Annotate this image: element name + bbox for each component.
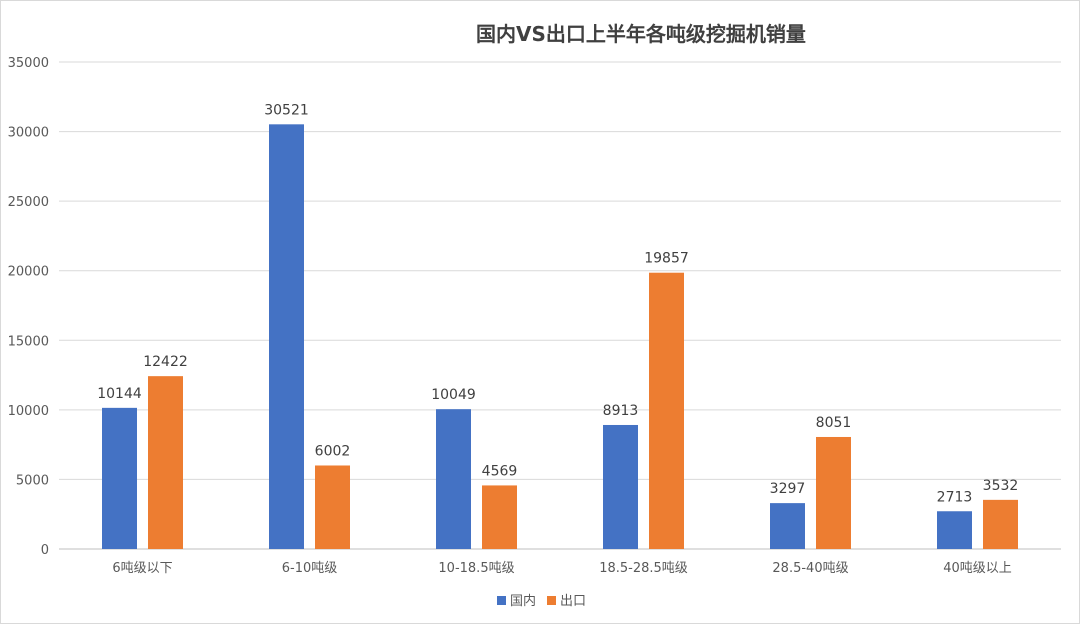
bar: [649, 272, 684, 549]
legend-item: 出口: [547, 594, 586, 609]
x-tick-label: 10-18.5吨级: [438, 561, 514, 576]
legend-item: 国内: [497, 593, 536, 609]
legend: 国内 出口: [497, 593, 586, 609]
data-label: 19857: [644, 251, 689, 267]
legend-swatch: [547, 596, 556, 605]
data-label: 2713: [937, 489, 973, 505]
bar: [937, 511, 972, 549]
bar: [315, 465, 350, 549]
x-tick-label: 6吨级以下: [112, 561, 172, 576]
data-label: 3532: [983, 478, 1019, 494]
y-tick-label: 10000: [8, 404, 49, 419]
data-label: 30521: [264, 102, 309, 118]
legend-swatch: [497, 596, 506, 605]
data-label: 10049: [431, 387, 476, 403]
bar: [482, 485, 517, 549]
bar: [770, 503, 805, 549]
data-label: 3297: [770, 481, 806, 497]
data-label: 4569: [482, 463, 518, 479]
data-label: 10144: [97, 386, 142, 402]
bar: [102, 407, 137, 549]
bar: [436, 409, 471, 549]
y-tick-label: 20000: [8, 265, 49, 280]
legend-label: 国内: [510, 593, 536, 609]
y-tick-label: 35000: [8, 56, 49, 71]
y-tick-label: 0: [41, 543, 49, 558]
bar: [269, 124, 304, 549]
legend-label: 出口: [560, 594, 586, 609]
x-tick-label: 40吨级以上: [943, 561, 1012, 576]
x-tick-label: 6-10吨级: [282, 561, 338, 576]
chart-title: 国内VS出口上半年各吨级挖掘机销量: [476, 22, 806, 46]
data-label: 6002: [315, 443, 351, 459]
bar: [148, 376, 183, 549]
x-axis: 6吨级以下 6-10吨级 10-18.5吨级 18.5-28.5吨级 28.5-40吨级…: [112, 561, 1011, 576]
x-tick-label: 28.5-40吨级: [772, 561, 848, 576]
gridlines: [59, 61, 1061, 550]
y-axis: 0 5000 10000 15000 20000 25000 30000 35000: [8, 56, 49, 558]
y-tick-label: 15000: [8, 334, 49, 349]
y-tick-label: 30000: [8, 126, 49, 141]
y-tick-label: 5000: [16, 473, 49, 488]
data-label: 8051: [816, 415, 852, 431]
y-tick-label: 25000: [8, 195, 49, 210]
bar: [816, 436, 851, 549]
x-tick-label: 18.5-28.5吨级: [599, 561, 688, 576]
bar: [603, 424, 638, 549]
data-label: 8913: [603, 403, 639, 419]
data-label: 12422: [143, 354, 188, 370]
bar: [983, 499, 1018, 549]
